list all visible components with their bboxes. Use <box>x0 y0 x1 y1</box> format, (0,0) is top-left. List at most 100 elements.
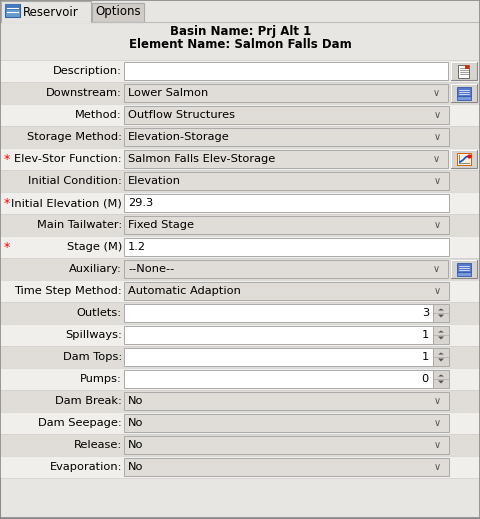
FancyBboxPatch shape <box>124 128 448 146</box>
FancyBboxPatch shape <box>0 324 480 346</box>
Text: Lower Salmon: Lower Salmon <box>128 88 208 98</box>
Text: ∨: ∨ <box>432 440 440 450</box>
FancyBboxPatch shape <box>0 302 480 324</box>
FancyBboxPatch shape <box>1 1 91 22</box>
Text: No: No <box>128 418 143 428</box>
Text: ∨: ∨ <box>432 132 440 142</box>
Polygon shape <box>437 331 443 333</box>
FancyBboxPatch shape <box>5 4 20 10</box>
Text: ∨: ∨ <box>432 154 439 164</box>
Text: Outflow Structures: Outflow Structures <box>128 110 235 120</box>
FancyBboxPatch shape <box>0 258 480 280</box>
FancyBboxPatch shape <box>0 126 480 148</box>
FancyBboxPatch shape <box>124 326 432 344</box>
FancyBboxPatch shape <box>124 436 448 454</box>
Text: ∨: ∨ <box>432 176 440 186</box>
FancyBboxPatch shape <box>124 282 448 300</box>
Text: *: * <box>4 153 10 166</box>
Text: ∨: ∨ <box>432 110 440 120</box>
Text: Basin Name: Prj Alt 1: Basin Name: Prj Alt 1 <box>169 25 311 38</box>
FancyBboxPatch shape <box>0 104 480 126</box>
FancyBboxPatch shape <box>124 348 432 366</box>
Text: Description:: Description: <box>53 66 122 76</box>
Text: 1: 1 <box>421 352 428 362</box>
FancyBboxPatch shape <box>450 260 476 278</box>
FancyBboxPatch shape <box>124 84 447 102</box>
FancyBboxPatch shape <box>432 348 448 366</box>
Text: --None--: --None-- <box>128 264 174 274</box>
FancyBboxPatch shape <box>124 106 448 124</box>
FancyBboxPatch shape <box>456 263 470 272</box>
Text: *: * <box>4 197 10 210</box>
Text: Auxiliary:: Auxiliary: <box>69 264 122 274</box>
Text: ∨: ∨ <box>432 88 439 98</box>
FancyBboxPatch shape <box>124 370 432 388</box>
FancyBboxPatch shape <box>124 260 447 278</box>
FancyBboxPatch shape <box>456 272 470 276</box>
Text: Stage (M): Stage (M) <box>67 242 122 252</box>
Polygon shape <box>437 308 443 310</box>
FancyBboxPatch shape <box>0 0 480 23</box>
FancyBboxPatch shape <box>0 456 480 478</box>
FancyBboxPatch shape <box>0 346 480 368</box>
Polygon shape <box>437 375 443 376</box>
Text: Method:: Method: <box>75 110 122 120</box>
FancyBboxPatch shape <box>124 172 448 190</box>
FancyBboxPatch shape <box>0 368 480 390</box>
Text: Elevation: Elevation <box>128 176 180 186</box>
Polygon shape <box>437 315 443 318</box>
Text: Initial Elevation (M): Initial Elevation (M) <box>11 198 122 208</box>
Text: 3: 3 <box>421 308 428 318</box>
FancyBboxPatch shape <box>92 3 144 22</box>
FancyBboxPatch shape <box>124 216 448 234</box>
Text: 1.2: 1.2 <box>128 242 146 252</box>
Text: Evaporation:: Evaporation: <box>49 462 122 472</box>
Text: Storage Method:: Storage Method: <box>27 132 122 142</box>
Text: Outlets:: Outlets: <box>77 308 122 318</box>
Text: Pumps:: Pumps: <box>80 374 122 384</box>
Text: Options: Options <box>95 6 141 19</box>
Polygon shape <box>437 380 443 384</box>
FancyBboxPatch shape <box>124 150 447 168</box>
Text: Elevation-Storage: Elevation-Storage <box>128 132 229 142</box>
FancyBboxPatch shape <box>450 62 476 80</box>
Text: ∨: ∨ <box>432 418 440 428</box>
Text: Release:: Release: <box>73 440 122 450</box>
FancyBboxPatch shape <box>457 64 468 77</box>
Text: ∨: ∨ <box>432 396 440 406</box>
FancyBboxPatch shape <box>0 280 480 302</box>
Text: Downstream:: Downstream: <box>46 88 122 98</box>
FancyBboxPatch shape <box>0 170 480 192</box>
FancyBboxPatch shape <box>456 87 470 96</box>
FancyBboxPatch shape <box>456 96 470 100</box>
Text: Elev-Stor Function:: Elev-Stor Function: <box>14 154 122 164</box>
FancyBboxPatch shape <box>0 236 480 258</box>
FancyBboxPatch shape <box>124 414 448 432</box>
FancyBboxPatch shape <box>465 64 468 69</box>
Text: Initial Condition:: Initial Condition: <box>28 176 122 186</box>
FancyBboxPatch shape <box>0 412 480 434</box>
Text: ∨: ∨ <box>432 264 439 274</box>
Polygon shape <box>437 336 443 339</box>
FancyBboxPatch shape <box>450 150 476 168</box>
FancyBboxPatch shape <box>0 434 480 456</box>
Text: Fixed Stage: Fixed Stage <box>128 220 193 230</box>
Text: Element Name: Salmon Falls Dam: Element Name: Salmon Falls Dam <box>129 38 351 51</box>
Text: *: * <box>4 240 10 253</box>
Text: 1: 1 <box>421 330 428 340</box>
Text: Main Tailwater:: Main Tailwater: <box>36 220 122 230</box>
Text: Dam Seepage:: Dam Seepage: <box>38 418 122 428</box>
FancyBboxPatch shape <box>124 304 432 322</box>
FancyBboxPatch shape <box>432 326 448 344</box>
FancyBboxPatch shape <box>0 192 480 214</box>
FancyBboxPatch shape <box>124 238 448 256</box>
FancyBboxPatch shape <box>456 153 470 165</box>
Text: 0: 0 <box>421 374 428 384</box>
FancyBboxPatch shape <box>0 148 480 170</box>
FancyBboxPatch shape <box>0 82 480 104</box>
Text: Dam Tops:: Dam Tops: <box>62 352 122 362</box>
Text: ∨: ∨ <box>432 462 440 472</box>
FancyBboxPatch shape <box>5 4 20 17</box>
Text: No: No <box>128 440 143 450</box>
FancyBboxPatch shape <box>124 392 448 410</box>
